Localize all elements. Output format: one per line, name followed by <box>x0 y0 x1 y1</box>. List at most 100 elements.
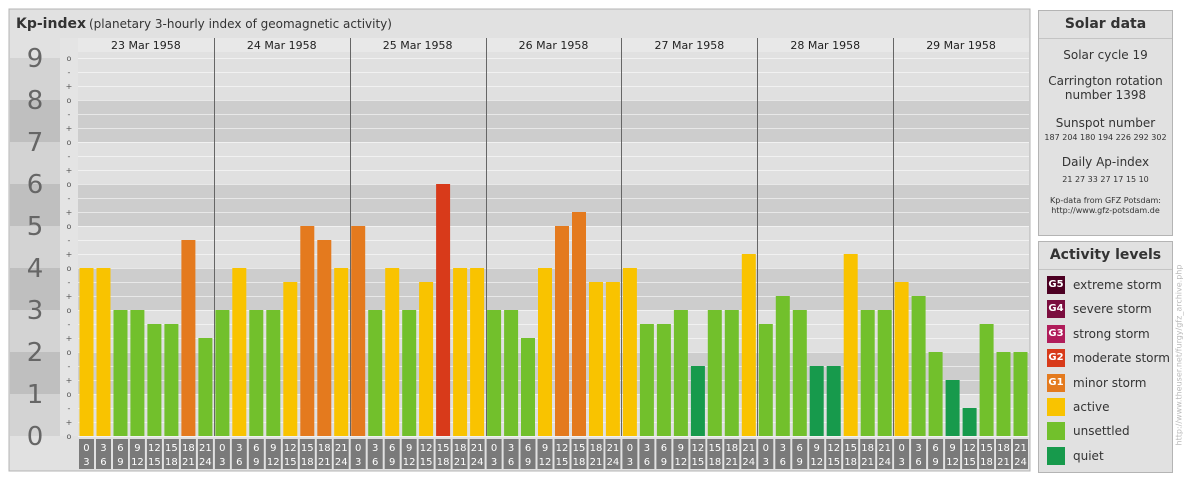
interval-start-label: 18 <box>182 443 195 454</box>
axis-band <box>10 352 60 394</box>
interval-end-label: 3 <box>491 457 497 468</box>
interval-end-label: 15 <box>827 457 840 468</box>
interval-end-label: 18 <box>708 457 721 468</box>
kp-bar <box>470 268 485 436</box>
interval-end-label: 3 <box>83 457 89 468</box>
interval-box <box>962 439 978 469</box>
interval-end-label: 21 <box>861 457 874 468</box>
kp-bar <box>368 310 383 436</box>
interval-box <box>894 439 910 469</box>
interval-end-label: 21 <box>997 457 1010 468</box>
y-tick-label: 0 <box>27 422 44 452</box>
interval-end-label: 18 <box>301 457 314 468</box>
y-tick-label: 7 <box>27 128 44 158</box>
minor-tick-label: o <box>67 390 72 399</box>
solar-panel-title: Solar data <box>1039 11 1172 39</box>
interval-end-label: 3 <box>627 457 633 468</box>
legend-label: moderate storm <box>1073 351 1170 365</box>
day-label: 23 Mar 1958 <box>111 39 181 52</box>
interval-start-label: 0 <box>627 443 633 454</box>
interval-start-label: 6 <box>253 443 259 454</box>
interval-start-label: 6 <box>525 443 531 454</box>
day-label: 29 Mar 1958 <box>926 39 996 52</box>
interval-end-label: 21 <box>318 457 331 468</box>
interval-end-label: 21 <box>182 457 195 468</box>
interval-box <box>503 439 519 469</box>
interval-box <box>877 439 893 469</box>
minor-tick-label: - <box>68 194 71 203</box>
kp-bar <box>317 240 332 436</box>
minor-tick-label: + <box>66 124 73 133</box>
kp-bar <box>555 226 569 436</box>
kp-bar <box>911 296 926 436</box>
interval-end-label: 9 <box>389 457 395 468</box>
interval-start-label: 15 <box>844 443 857 454</box>
interval-box <box>911 439 927 469</box>
kp-bar <box>690 366 705 436</box>
interval-start-label: 9 <box>949 443 955 454</box>
interval-start-label: 12 <box>284 443 297 454</box>
kp-bar <box>877 310 892 436</box>
interval-start-label: 0 <box>763 443 769 454</box>
kp-bar <box>809 366 824 436</box>
interval-start-label: 6 <box>389 443 395 454</box>
interval-box <box>775 439 791 469</box>
interval-end-label: 12 <box>403 457 416 468</box>
interval-start-label: 18 <box>997 443 1010 454</box>
minor-tick-label: o <box>67 222 72 231</box>
interval-box <box>367 439 383 469</box>
minor-tick-label: + <box>66 166 73 175</box>
interval-start-label: 21 <box>742 443 755 454</box>
interval-box <box>180 439 196 469</box>
interval-start-label: 3 <box>915 443 921 454</box>
interval-box <box>163 439 179 469</box>
minor-tick-label: + <box>66 82 73 91</box>
legend-swatch <box>1047 398 1065 416</box>
interval-end-label: 15 <box>420 457 433 468</box>
kp-bar <box>164 324 179 436</box>
interval-box <box>469 439 485 469</box>
ap-index-values: 21 27 33 27 17 15 10 <box>1062 175 1149 184</box>
interval-end-label: 6 <box>508 457 514 468</box>
interval-end-label: 9 <box>117 457 123 468</box>
interval-end-label: 15 <box>691 457 704 468</box>
ap-index-title: Daily Ap-index <box>1061 155 1150 169</box>
interval-box <box>520 439 536 469</box>
legend-item-active: active <box>1047 397 1109 417</box>
minor-tick-label: + <box>66 250 73 259</box>
interval-start-label: 3 <box>236 443 242 454</box>
interval-box <box>1013 439 1028 469</box>
interval-box <box>146 439 162 469</box>
band-level-6 <box>78 142 1029 184</box>
interval-end-label: 18 <box>165 457 178 468</box>
interval-box <box>605 439 621 469</box>
interval-box <box>282 439 298 469</box>
interval-end-label: 3 <box>898 457 904 468</box>
interval-start-label: 12 <box>827 443 840 454</box>
minor-tick-label: o <box>67 180 72 189</box>
kp-bar <box>826 366 841 436</box>
legend-item-severe-storm: G4 severe storm <box>1047 299 1152 319</box>
interval-box <box>333 439 349 469</box>
minor-tick-label: o <box>67 306 72 315</box>
kp-bar <box>741 254 756 436</box>
carrington-rotation: Carrington rotation number 1398 <box>1048 74 1163 102</box>
interval-start-label: 15 <box>708 443 721 454</box>
kp-bar <box>707 310 722 436</box>
interval-start-label: 21 <box>607 443 620 454</box>
day-label: 26 Mar 1958 <box>519 39 589 52</box>
interval-box <box>928 439 944 469</box>
kp-bar <box>266 310 281 436</box>
interval-end-label: 9 <box>797 457 803 468</box>
interval-start-label: 9 <box>406 443 412 454</box>
kp-bar <box>419 282 434 436</box>
interval-box <box>588 439 604 469</box>
solar-cycle: Solar cycle 19 <box>1063 48 1148 62</box>
legend-label: active <box>1073 400 1110 414</box>
band-level-5 <box>78 184 1029 226</box>
interval-end-label: 9 <box>525 457 531 468</box>
interval-box <box>214 439 230 469</box>
kp-bar <box>860 310 875 436</box>
interval-start-label: 21 <box>471 443 484 454</box>
minor-tick-label: o <box>67 348 72 357</box>
